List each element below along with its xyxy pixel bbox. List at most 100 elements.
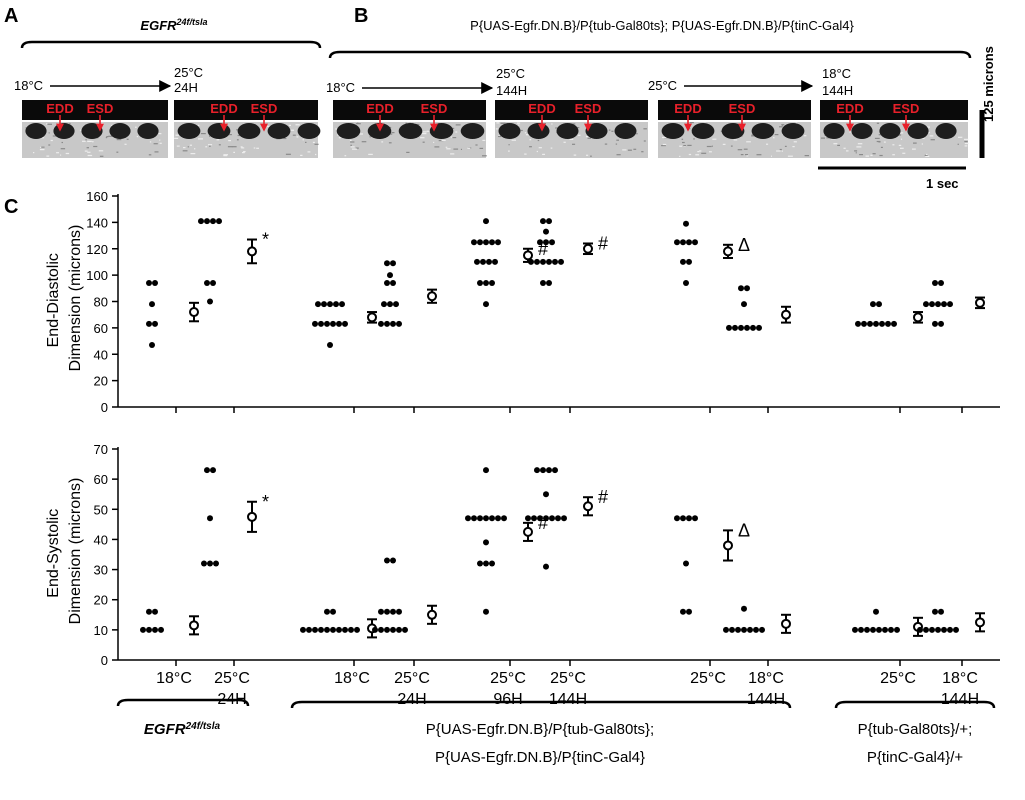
data-point	[932, 320, 938, 327]
data-point	[941, 626, 947, 633]
data-point	[885, 320, 891, 327]
edd-group	[726, 285, 791, 331]
esd-group	[723, 605, 791, 634]
data-point	[726, 324, 732, 331]
esd-group	[852, 608, 923, 637]
data-point	[204, 218, 210, 225]
panel-letter-c: C	[4, 196, 18, 218]
data-point	[680, 239, 686, 246]
data-point	[867, 320, 873, 327]
data-point	[549, 239, 555, 246]
esd-group: Δ	[674, 515, 750, 615]
data-point	[932, 608, 938, 615]
data-point	[324, 626, 330, 633]
edd-y-tick-label: 140	[86, 215, 108, 230]
data-point	[873, 320, 879, 327]
data-point	[935, 626, 941, 633]
data-point	[683, 220, 689, 227]
data-point	[891, 320, 897, 327]
data-point	[543, 228, 549, 235]
edd-y-tick-label: 40	[94, 347, 108, 362]
panel-b-arrow1-to: 25°C	[496, 66, 525, 81]
data-point	[876, 301, 882, 308]
esd-marker-label: ESD	[421, 101, 448, 116]
data-point	[923, 301, 929, 308]
data-point	[723, 626, 729, 633]
data-point	[201, 560, 207, 567]
data-point	[483, 539, 489, 546]
esd-group	[300, 608, 377, 639]
data-point	[390, 626, 396, 633]
data-point	[495, 515, 501, 522]
data-point	[864, 626, 870, 633]
data-point	[546, 218, 552, 225]
x-group-label: 25°C	[394, 670, 430, 687]
data-point	[333, 301, 339, 308]
edd-marker-label: EDD	[366, 101, 393, 116]
esd-marker-label: ESD	[729, 101, 756, 116]
x-group-sublabel: 96H	[493, 691, 522, 708]
data-point	[546, 280, 552, 286]
data-point	[336, 320, 342, 327]
esd-marker-label: ESD	[251, 101, 278, 116]
data-point	[744, 285, 750, 292]
data-point	[870, 626, 876, 633]
data-point	[680, 258, 686, 265]
genotype-label-3-line2: P{tinC-Gal4}/+	[867, 749, 964, 766]
data-point	[342, 320, 348, 327]
significance-annotation: #	[598, 233, 608, 253]
data-point	[207, 515, 213, 522]
x-group-label: 18°C	[942, 670, 978, 687]
data-point	[300, 626, 306, 633]
edd-y-tick-label: 60	[94, 321, 108, 336]
panel-b-arrow1-time: 144H	[496, 83, 527, 98]
data-point	[741, 301, 747, 308]
genotype-label-1: EGFR24f/tsla	[144, 721, 221, 739]
significance-annotation: *	[262, 492, 269, 512]
mmode-strip: EDD ESD	[22, 100, 168, 158]
x-group-label: 18°C	[748, 670, 784, 687]
significance-annotation: #	[538, 239, 548, 259]
data-point	[888, 626, 894, 633]
genotype-bracket-1	[116, 698, 250, 707]
data-point	[759, 626, 765, 633]
data-point	[315, 301, 321, 308]
data-point	[680, 608, 686, 615]
data-point	[555, 515, 561, 522]
data-point	[540, 467, 546, 474]
data-point	[306, 626, 312, 633]
data-point	[483, 608, 489, 615]
data-point	[534, 467, 540, 474]
data-point	[552, 258, 558, 265]
data-point	[149, 301, 155, 308]
esd-y-tick-label: 70	[94, 442, 108, 457]
data-point	[540, 218, 546, 225]
data-point	[873, 608, 879, 615]
data-point	[543, 239, 549, 246]
esd-y-tick-label: 50	[94, 502, 108, 517]
data-point	[917, 626, 923, 633]
esd-y-tick-label: 30	[94, 563, 108, 578]
genotype-label-3-line1: P{tub-Gal80ts}/+;	[858, 721, 973, 738]
data-point	[483, 301, 489, 308]
genotype-bracket-2	[290, 700, 792, 709]
mean-marker	[523, 526, 533, 537]
x-group-label: 18°C	[334, 670, 370, 687]
x-group-label: 25°C	[490, 670, 526, 687]
mean-marker	[367, 312, 377, 323]
significance-annotation: #	[598, 487, 608, 507]
data-point	[947, 301, 953, 308]
x-group-sublabel: 144H	[747, 691, 785, 708]
data-point	[318, 626, 324, 633]
data-point	[210, 280, 216, 286]
data-point	[540, 280, 546, 286]
mean-marker	[781, 309, 791, 320]
data-point	[384, 320, 390, 327]
edd-marker-label: EDD	[528, 101, 555, 116]
panel-a-temp-to: 25°C	[174, 65, 203, 80]
data-point	[321, 301, 327, 308]
data-point	[149, 342, 155, 348]
esd-y-tick-label: 40	[94, 532, 108, 547]
data-point	[393, 301, 399, 308]
data-point	[938, 320, 944, 327]
